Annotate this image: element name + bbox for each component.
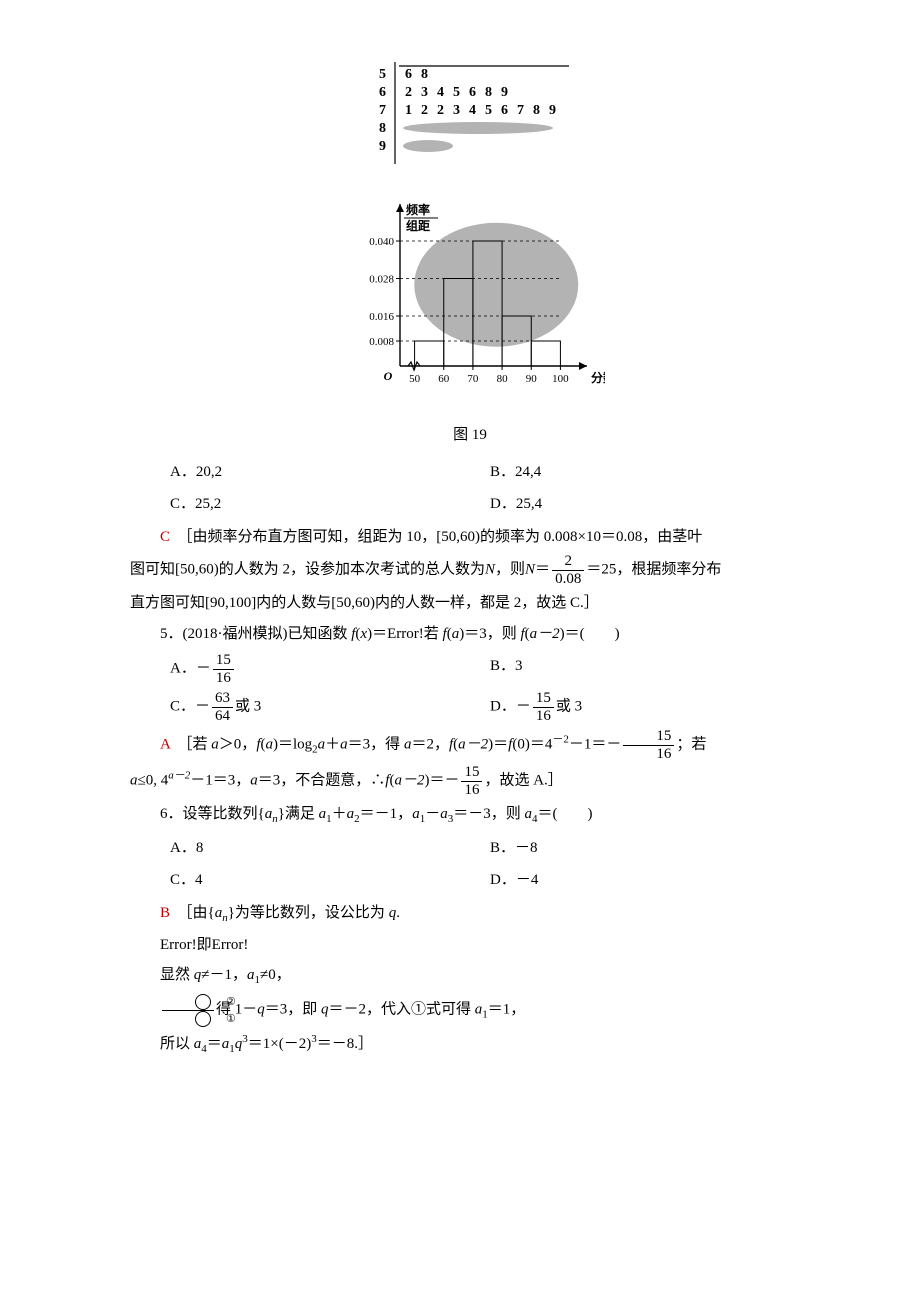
svg-text:1: 1 (405, 103, 412, 118)
svg-text:2: 2 (437, 103, 444, 118)
svg-text:9: 9 (501, 85, 508, 100)
svg-text:70: 70 (467, 373, 479, 385)
q5-option-b: B．3 (490, 650, 810, 688)
svg-text:8: 8 (533, 103, 540, 118)
q5-solution-line2: a≤0, 4a－2－1＝3，a＝3，不合题意，∴f(a－2)＝－1516，故选 … (130, 764, 810, 798)
svg-text:6: 6 (501, 103, 508, 118)
svg-text:6: 6 (379, 85, 386, 100)
q5-option-d: D．－1516或 3 (490, 688, 810, 726)
svg-text:3: 3 (453, 103, 460, 118)
svg-text:4: 4 (469, 103, 476, 118)
svg-text:8: 8 (379, 121, 386, 136)
q4-solution-line3: 直方图可知[90,100]内的人数与[50,60)内的人数一样，都是 2，故选 … (130, 589, 810, 618)
svg-text:7: 7 (517, 103, 524, 118)
svg-text:5: 5 (379, 67, 386, 82)
q5-answer: A (160, 736, 170, 752)
q6-solution-line2: Error!即Error! (130, 931, 810, 960)
figure-caption: 图 19 (130, 421, 810, 450)
svg-text:0.008: 0.008 (369, 336, 394, 348)
circled-fraction: ②① (162, 993, 214, 1027)
q6-solution-line1: B ［由{an}为等比数列，设公比为 q. (130, 899, 810, 929)
error-text: Error! (160, 937, 197, 953)
q4-option-a: A．20,2 (170, 456, 490, 489)
q4-fraction: 20.08 (552, 553, 584, 587)
q6-option-b: B．－8 (490, 832, 810, 865)
svg-text:8: 8 (421, 67, 428, 82)
svg-text:5: 5 (485, 103, 492, 118)
svg-text:分数: 分数 (591, 370, 605, 385)
q4-options: A．20,2 B．24,4 C．25,2 D．25,4 (130, 456, 810, 521)
q6-solution-line5: 所以 a4＝a1q3＝1×(－2)3＝－8.］ (130, 1029, 810, 1060)
q6-stem: 6．设等比数列{an}满足 a1＋a2＝－1，a1－a3＝－3，则 a4＝( ) (130, 800, 810, 830)
q6-answer: B (160, 905, 170, 921)
q5-option-a: A．－1516 (170, 650, 490, 688)
svg-text:2: 2 (421, 103, 428, 118)
q6-options: A．8 B．－8 C．4 D．－4 (130, 832, 810, 897)
q6-solution-line4: ②①得 1－q＝3，即 q＝－2，代入①式可得 a1＝1， (130, 993, 810, 1027)
svg-text:5: 5 (453, 85, 460, 100)
stemleaf-plot: 568623456897122345678989 (345, 60, 595, 170)
q6-option-c: C．4 (170, 864, 490, 897)
svg-text:9: 9 (549, 103, 556, 118)
svg-text:9: 9 (379, 139, 386, 154)
svg-text:0.028: 0.028 (369, 273, 394, 285)
svg-text:100: 100 (552, 373, 569, 385)
svg-text:O: O (384, 369, 393, 383)
q4-option-c: C．25,2 (170, 488, 490, 521)
svg-text:0.040: 0.040 (369, 236, 394, 248)
svg-text:频率: 频率 (406, 202, 430, 217)
svg-text:组距: 组距 (406, 218, 430, 233)
svg-text:90: 90 (526, 373, 538, 385)
q5-stem: 5．(2018·福州模拟)已知函数 f(x)＝Error!若 f(a)＝3，则 … (130, 620, 810, 649)
q6-option-a: A．8 (170, 832, 490, 865)
svg-text:4: 4 (437, 85, 444, 100)
error-text: Error! (387, 626, 424, 642)
q4-answer: C (160, 529, 170, 545)
svg-text:2: 2 (405, 85, 412, 100)
svg-text:6: 6 (405, 67, 412, 82)
svg-text:0.016: 0.016 (369, 311, 394, 323)
svg-text:80: 80 (497, 373, 509, 385)
histogram-plot: 0.008 0.016 0.028 0.040 50 60 70 80 90 100 分数 O 频率组距 (335, 181, 605, 401)
q6-solution-line3: 显然 q≠－1，a1≠0， (130, 961, 810, 991)
q5-solution-line1: A ［若 a＞0，f(a)＝log2a＋a＝3，得 a＝2，f(a－2)＝f(0… (130, 728, 810, 762)
q4-solution-line1: C ［由频率分布直方图可知，组距为 10，[50,60)的频率为 0.008×1… (130, 523, 810, 552)
svg-text:60: 60 (438, 373, 450, 385)
error-text: Error! (212, 937, 249, 953)
svg-text:50: 50 (409, 373, 421, 385)
q4-option-d: D．25,4 (490, 488, 810, 521)
figure-19: 568623456897122345678989 0.0080.0160.028… (130, 60, 810, 411)
q5-option-c: C．－6364或 3 (170, 688, 490, 726)
q4-solution-line2: 图可知[50,60)的人数为 2，设参加本次考试的总人数为N，则N＝20.08＝… (130, 553, 810, 587)
q6-option-d: D．－4 (490, 864, 810, 897)
svg-text:3: 3 (421, 85, 428, 100)
svg-text:7: 7 (379, 103, 386, 118)
svg-text:6: 6 (469, 85, 476, 100)
svg-text:8: 8 (485, 85, 492, 100)
q5-options: A．－1516 B．3 C．－6364或 3 D．－1516或 3 (130, 650, 810, 726)
q4-option-b: B．24,4 (490, 456, 810, 489)
